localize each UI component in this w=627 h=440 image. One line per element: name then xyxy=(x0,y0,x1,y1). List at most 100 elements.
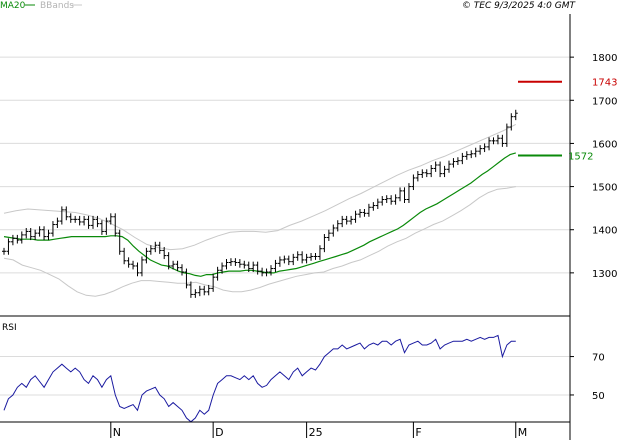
ohlc-bar xyxy=(24,227,29,239)
ohlc-bar xyxy=(282,255,287,264)
ohlc-bar xyxy=(42,226,47,241)
ohlc-bar xyxy=(277,256,282,267)
ohlc-bar xyxy=(139,256,144,277)
legend-bbands-label: BBands xyxy=(40,1,74,11)
ohlc-bar xyxy=(442,165,447,178)
ma20-line xyxy=(3,152,516,277)
ohlc-bar xyxy=(10,234,15,246)
rsi-tick-label: 50 xyxy=(592,391,605,402)
ohlc-bar xyxy=(317,245,322,260)
ohlc-bar xyxy=(326,229,331,241)
ohlc-bar xyxy=(6,238,11,255)
ohlc-bar xyxy=(175,260,180,272)
ohlc-bar xyxy=(447,160,451,173)
ohlc-bar xyxy=(313,253,318,260)
ohlc-bar xyxy=(99,220,104,235)
ohlc-bar xyxy=(215,266,220,281)
ohlc-bar xyxy=(349,215,354,225)
ohlc-bar xyxy=(384,195,389,203)
bollinger-bands xyxy=(3,123,517,297)
ohlc-bar xyxy=(113,213,118,237)
ohlc-bar xyxy=(300,251,305,264)
price-tick-label: 1700 xyxy=(592,96,617,107)
ohlc-bar xyxy=(398,187,403,202)
ohlc-bar xyxy=(37,226,42,237)
ohlc-bar xyxy=(197,285,202,297)
ohlc-bar xyxy=(202,285,207,296)
ohlc-bar xyxy=(500,134,505,147)
ohlc-bar xyxy=(251,261,256,272)
ohlc-bar xyxy=(228,258,233,266)
ohlc-bar xyxy=(220,262,225,274)
marker-label: 1743 xyxy=(592,78,617,89)
ohlc-bar xyxy=(487,137,492,151)
price-grid xyxy=(0,56,570,274)
ohlc-bar xyxy=(15,234,20,244)
ohlc-bar xyxy=(509,113,514,131)
rsi-polyline xyxy=(3,334,516,423)
rsi-axis: 50 70 xyxy=(570,353,605,402)
ohlc-bar xyxy=(193,289,198,298)
ohlc-bar xyxy=(455,157,460,165)
ohlc-bar xyxy=(469,150,474,159)
ohlc-bar xyxy=(402,187,407,203)
ohlc-bar xyxy=(411,174,416,191)
copyright-text: © TEC 9/3/2025 4:0 GMT xyxy=(462,1,577,11)
time-tick-label: N xyxy=(113,426,121,439)
ohlc-bar xyxy=(504,123,509,147)
price-tick-label: 1500 xyxy=(592,183,617,194)
ohlc-bar xyxy=(389,195,394,205)
price-bars xyxy=(2,109,518,298)
ohlc-bar xyxy=(473,147,478,158)
frame xyxy=(0,14,571,440)
ohlc-bar xyxy=(59,206,64,225)
ohlc-bar xyxy=(380,196,385,206)
ohlc-bar xyxy=(91,215,95,229)
ohlc-bar xyxy=(273,259,278,272)
ohlc-bar xyxy=(184,268,189,289)
ohlc-bar xyxy=(50,221,55,237)
ohlc-bar xyxy=(460,152,465,165)
rsi-line xyxy=(3,334,516,423)
ohlc-bar xyxy=(295,251,300,261)
ohlc-bar xyxy=(331,224,336,237)
ohlc-bar xyxy=(495,134,500,145)
ohlc-bar xyxy=(135,262,140,277)
price-axis: 1300 1400 1500 1600 1700 1800 xyxy=(570,53,617,280)
ohlc-bar xyxy=(157,241,162,254)
ohlc-bar xyxy=(131,260,136,270)
ohlc-bar xyxy=(117,229,122,255)
ohlc-bar xyxy=(166,252,171,270)
ohlc-bar xyxy=(291,253,296,266)
ohlc-bar xyxy=(104,217,109,235)
ohlc-bar xyxy=(224,259,229,270)
ohlc-bar xyxy=(33,229,38,241)
ohlc-bar xyxy=(206,284,211,296)
ohlc-bar xyxy=(513,109,518,121)
ohlc-bar xyxy=(344,215,349,225)
time-axis: N D 25 F M xyxy=(110,422,527,439)
ohlc-bar xyxy=(491,137,496,145)
price-tick-label: 1300 xyxy=(592,269,617,280)
bb-upper-line xyxy=(3,123,517,251)
ohlc-bar xyxy=(77,215,82,226)
ma20-polyline xyxy=(3,152,516,277)
ohlc-bar xyxy=(82,215,87,226)
ohlc-bar xyxy=(371,202,376,211)
ohlc-bar xyxy=(264,268,269,277)
ohlc-bar xyxy=(286,255,291,266)
ohlc-bar xyxy=(108,213,113,225)
ohlc-bar xyxy=(242,260,247,269)
ohlc-bar xyxy=(2,247,6,255)
ohlc-bar xyxy=(188,281,193,298)
ohlc-bar xyxy=(375,198,380,210)
ohlc-bar xyxy=(353,210,358,223)
ohlc-bar xyxy=(309,253,314,261)
ohlc-bar xyxy=(366,203,371,217)
ohlc-bar xyxy=(429,165,434,178)
bb-lower-line xyxy=(3,186,516,297)
ohlc-bar xyxy=(46,229,51,241)
time-tick-label: D xyxy=(215,426,223,439)
time-tick-label: F xyxy=(415,426,421,439)
